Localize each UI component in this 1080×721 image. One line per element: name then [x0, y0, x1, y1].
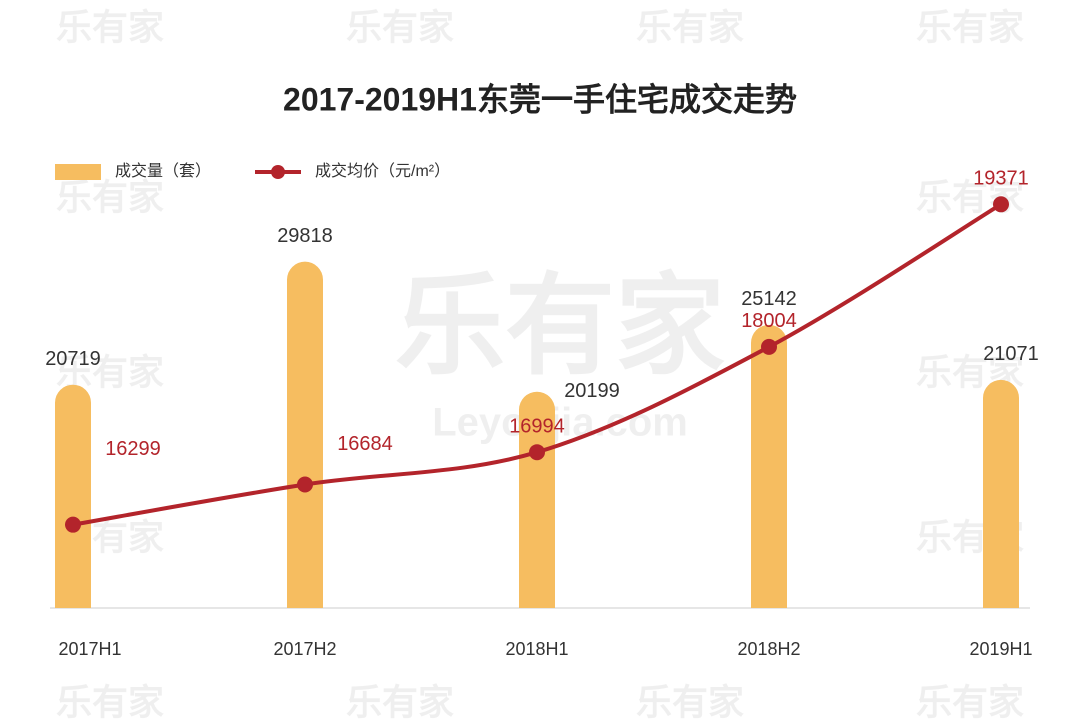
x-tick-label: 2018H1 — [505, 639, 568, 659]
line-point — [297, 476, 313, 493]
data-label: 20719 — [45, 348, 101, 370]
legend-swatch — [271, 165, 285, 179]
watermark: 乐有家 — [636, 682, 744, 721]
line-point — [529, 444, 545, 461]
data-label: 20199 — [564, 380, 620, 402]
x-tick-label: 2019H1 — [969, 639, 1032, 659]
legend-swatch — [55, 164, 101, 180]
bar — [751, 324, 787, 608]
x-tick-label: 2018H2 — [737, 639, 800, 659]
legend-label: 成交量（套） — [115, 162, 211, 180]
data-label: 16684 — [337, 433, 393, 455]
bar — [55, 384, 91, 608]
bar — [983, 379, 1019, 608]
watermark: 乐有家 — [916, 177, 1024, 218]
data-label: 16299 — [105, 438, 161, 460]
data-label: 19371 — [973, 168, 1029, 190]
bar — [519, 391, 555, 608]
chart-title: 2017-2019H1东莞一手住宅成交走势 — [283, 81, 797, 117]
bar — [287, 261, 323, 608]
data-label: 25142 — [741, 288, 797, 310]
data-label: 18004 — [741, 310, 797, 332]
watermark: 乐有家 — [636, 7, 744, 48]
line-point — [761, 338, 777, 355]
data-label: 29818 — [277, 225, 333, 247]
watermark: 乐有家 — [56, 7, 164, 48]
line-point — [993, 196, 1009, 213]
watermark: 乐有家 — [346, 7, 454, 48]
watermark: 乐有家 — [56, 682, 164, 721]
x-tick-label: 2017H2 — [273, 639, 336, 659]
watermark: 乐有家 — [346, 682, 454, 721]
legend-label: 成交均价（元/m²） — [315, 162, 450, 180]
watermark: 乐有家 — [916, 682, 1024, 721]
watermark: 乐有家 — [395, 265, 725, 388]
data-label: 21071 — [983, 343, 1039, 365]
data-label: 16994 — [509, 415, 565, 437]
x-tick-label: 2017H1 — [58, 639, 121, 659]
watermark: 乐有家 — [56, 177, 164, 218]
line-point — [65, 516, 81, 533]
watermark: 乐有家 — [916, 7, 1024, 48]
